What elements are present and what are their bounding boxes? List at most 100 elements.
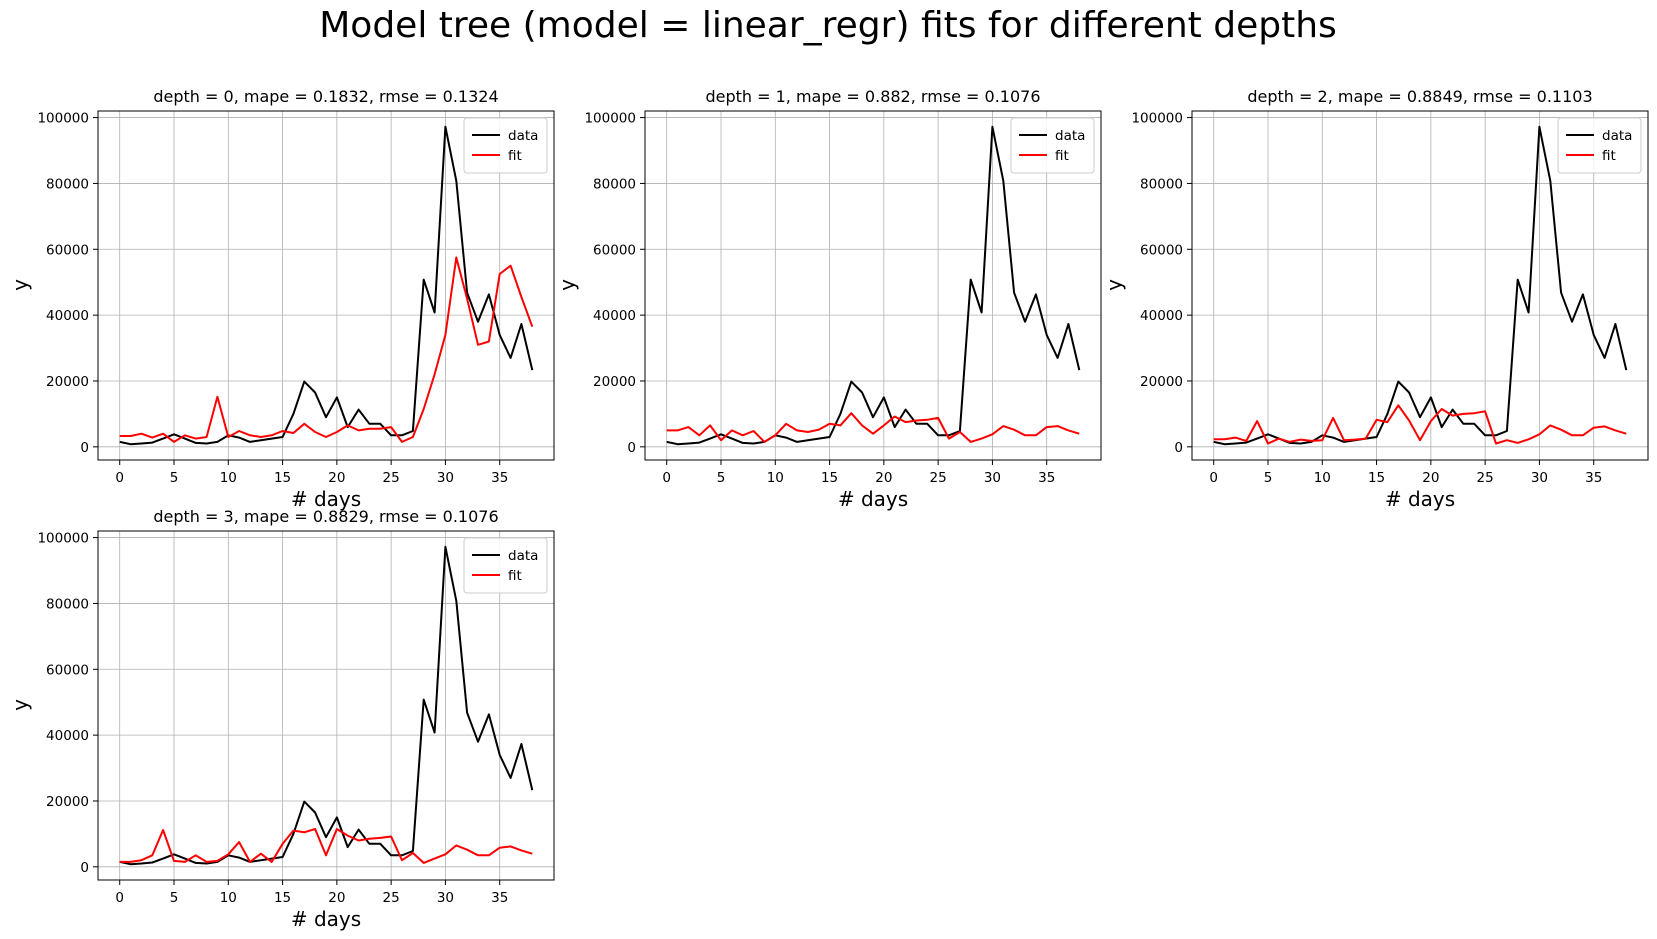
subplot-depth-2: depth = 2, mape = 0.8849, rmse = 0.1103 … (1102, 87, 1649, 511)
x-axis-label: # days (291, 487, 361, 511)
y-axis-label: y (1102, 279, 1126, 291)
y-tick-label: 100000 (37, 531, 89, 547)
y-axis-label: y (8, 699, 32, 711)
y-tick-label: 80000 (46, 176, 89, 192)
x-tick-label: 20 (875, 470, 892, 486)
plot-area: 0 5 10 15 20 25 30 35 0 20000 40000 60000 80000 10000… (1131, 110, 1649, 486)
y-axis-label: y (555, 279, 579, 291)
series-line-data (119, 545, 534, 866)
legend: data fit (1010, 117, 1095, 174)
plot-area: 0 5 10 15 20 25 30 35 0 20000 40000 60000 80000 10000… (37, 110, 555, 486)
x-tick-label: 20 (328, 890, 345, 906)
x-tick-label: 25 (383, 890, 400, 906)
legend-label-data: data (1602, 128, 1632, 144)
x-tick-label: 30 (437, 470, 454, 486)
y-tick-label: 20000 (46, 794, 89, 810)
x-tick-label: 20 (328, 470, 345, 486)
y-tick-label: 40000 (46, 308, 89, 324)
x-tick-label: 0 (662, 470, 671, 486)
legend-box (463, 537, 548, 594)
legend-box (1010, 117, 1095, 174)
x-tick-label: 30 (437, 890, 454, 906)
series-line-fit (119, 828, 533, 864)
x-tick-label: 20 (1422, 470, 1439, 486)
legend-label-fit: fit (1055, 148, 1069, 164)
legend-label-data: data (508, 548, 538, 564)
legend-box (463, 117, 548, 174)
y-tick-label: 0 (80, 860, 89, 876)
legend-label-fit: fit (1602, 148, 1616, 164)
x-tick-label: 30 (984, 470, 1001, 486)
y-tick-label: 0 (1174, 440, 1183, 456)
legend-label-fit: fit (508, 148, 522, 164)
axes-frame (97, 110, 555, 461)
x-tick-label: 30 (1531, 470, 1548, 486)
y-tick-label: 60000 (593, 242, 636, 258)
x-tick-label: 35 (491, 470, 508, 486)
x-tick-label: 5 (1264, 470, 1273, 486)
x-tick-label: 5 (170, 470, 179, 486)
subplot-title: depth = 0, mape = 0.1832, rmse = 0.1324 (153, 87, 498, 106)
x-tick-label: 10 (220, 890, 237, 906)
y-tick-label: 40000 (593, 308, 636, 324)
y-tick-label: 60000 (46, 662, 89, 678)
x-tick-label: 10 (1314, 470, 1331, 486)
axes-frame (1191, 110, 1649, 461)
x-tick-label: 10 (767, 470, 784, 486)
y-tick-label: 20000 (1140, 374, 1183, 390)
series-line-data (119, 125, 534, 446)
legend-label-data: data (1055, 128, 1085, 144)
x-tick-label: 35 (491, 890, 508, 906)
x-tick-label: 35 (1585, 470, 1602, 486)
series-line-fit (666, 412, 1080, 443)
x-tick-label: 25 (383, 470, 400, 486)
plot-area: 0 5 10 15 20 25 30 35 0 20000 40000 60000 80000 10000… (37, 530, 555, 906)
subplot-depth-0: depth = 0, mape = 0.1832, rmse = 0.1324 … (8, 87, 555, 511)
x-tick-label: 15 (274, 890, 291, 906)
x-axis-label: # days (838, 487, 908, 511)
x-tick-label: 15 (821, 470, 838, 486)
x-tick-label: 0 (115, 470, 124, 486)
x-tick-label: 15 (274, 470, 291, 486)
subplot-title: depth = 1, mape = 0.882, rmse = 0.1076 (705, 87, 1040, 106)
y-tick-label: 20000 (593, 374, 636, 390)
x-tick-label: 25 (930, 470, 947, 486)
series-line-fit (1213, 404, 1627, 445)
axes-frame (644, 110, 1102, 461)
y-tick-label: 20000 (46, 374, 89, 390)
x-tick-label: 25 (1477, 470, 1494, 486)
x-tick-label: 0 (1209, 470, 1218, 486)
y-axis-label: y (8, 279, 32, 291)
x-tick-label: 5 (717, 470, 726, 486)
subplot-title: depth = 2, mape = 0.8849, rmse = 0.1103 (1247, 87, 1592, 106)
x-axis-label: # days (291, 907, 361, 931)
legend: data fit (1557, 117, 1642, 174)
y-tick-label: 100000 (1131, 111, 1183, 127)
series-line-fit (119, 256, 534, 443)
y-tick-label: 80000 (593, 176, 636, 192)
subplot-depth-1: depth = 1, mape = 0.882, rmse = 0.1076 #… (555, 87, 1102, 511)
axes-frame (97, 530, 555, 881)
legend-box (1557, 117, 1642, 174)
y-tick-label: 60000 (46, 242, 89, 258)
legend: data fit (463, 537, 548, 594)
y-tick-label: 80000 (1140, 176, 1183, 192)
legend-label-data: data (508, 128, 538, 144)
y-tick-label: 0 (627, 440, 636, 456)
y-tick-label: 80000 (46, 596, 89, 612)
series-line-data (1213, 125, 1628, 446)
y-tick-label: 40000 (1140, 308, 1183, 324)
x-tick-label: 15 (1368, 470, 1385, 486)
y-tick-label: 40000 (46, 728, 89, 744)
x-tick-label: 10 (220, 470, 237, 486)
plot-area: 0 5 10 15 20 25 30 35 0 20000 40000 60000 80000 10000… (584, 110, 1102, 486)
x-tick-label: 5 (170, 890, 179, 906)
legend: data fit (463, 117, 548, 174)
y-tick-label: 0 (80, 440, 89, 456)
x-axis-label: # days (1385, 487, 1455, 511)
subplot-title: depth = 3, mape = 0.8829, rmse = 0.1076 (153, 507, 498, 526)
figure-suptitle: Model tree (model = linear_regr) fits fo… (319, 5, 1337, 46)
x-tick-label: 0 (115, 890, 124, 906)
legend-label-fit: fit (508, 568, 522, 584)
